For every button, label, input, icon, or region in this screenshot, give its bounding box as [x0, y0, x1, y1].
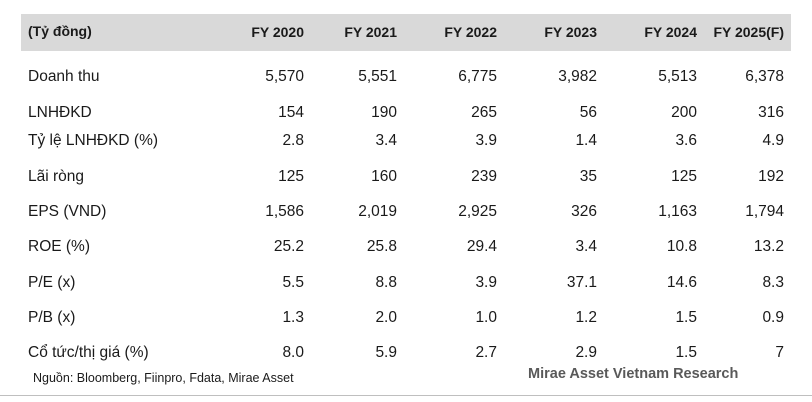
- row-label: ROE (%): [28, 238, 90, 255]
- table-cell: 10.8: [666, 238, 697, 255]
- table-cell: 3.9: [475, 132, 497, 149]
- table-cell: 154: [278, 104, 304, 121]
- table-cell: 2.8: [282, 132, 304, 149]
- table-header-band: [21, 14, 791, 51]
- table-cell: 1.5: [675, 344, 697, 361]
- table-cell: 25.8: [366, 238, 397, 255]
- table-cell: 1,794: [745, 203, 784, 220]
- header-col-fy2024: FY 2024: [644, 24, 697, 40]
- table-cell: 7: [775, 344, 784, 361]
- table-cell: 3.6: [675, 132, 697, 149]
- table-cell: 5,513: [658, 68, 697, 85]
- bottom-divider: [0, 395, 812, 396]
- table-cell: 3.4: [375, 132, 397, 149]
- table-cell: 8.3: [762, 274, 784, 291]
- row-label: LNHĐKD: [28, 104, 92, 121]
- table-cell: 13.2: [753, 238, 784, 255]
- research-brand-label: Mirae Asset Vietnam Research: [528, 366, 739, 382]
- table-row-lai-rong: Lãi ròng 125 160 239 35 125 192: [0, 160, 812, 194]
- table-cell: 1.2: [575, 309, 597, 326]
- row-label: Cổ tức/thị giá (%): [28, 344, 149, 361]
- table-cell: 5,551: [358, 68, 397, 85]
- header-col-fy2020: FY 2020: [251, 24, 304, 40]
- table-cell: 35: [579, 168, 597, 185]
- table-cell: 37.1: [566, 274, 597, 291]
- table-cell: 8.0: [282, 344, 304, 361]
- table-cell: 6,775: [458, 68, 497, 85]
- table-cell: 1.0: [475, 309, 497, 326]
- table-cell: 14.6: [666, 274, 697, 291]
- table-cell: 0.9: [762, 309, 784, 326]
- row-label: P/B (x): [28, 309, 76, 326]
- table-cell: 265: [471, 104, 497, 121]
- table-row-doanh-thu: Doanh thu 5,570 5,551 6,775 3,982 5,513 …: [0, 60, 812, 94]
- table-cell: 5.5: [282, 274, 304, 291]
- row-label: EPS (VND): [28, 203, 107, 220]
- row-label: Tỷ lệ LNHĐKD (%): [28, 132, 159, 149]
- row-label: Doanh thu: [28, 68, 100, 85]
- table-cell: 239: [471, 168, 497, 185]
- table-cell: 1.4: [575, 132, 597, 149]
- table-cell: 1,586: [265, 203, 304, 220]
- table-cell: 160: [371, 168, 397, 185]
- header-col-fy2021: FY 2021: [344, 24, 397, 40]
- table-cell: 2,019: [358, 203, 397, 220]
- table-cell: 125: [278, 168, 304, 185]
- header-col-fy2022: FY 2022: [444, 24, 497, 40]
- table-row-lnhdkd: LNHĐKD 154 190 265 56 200 316: [0, 96, 812, 130]
- table-cell: 190: [371, 104, 397, 121]
- table-row-pb: P/B (x) 1.3 2.0 1.0 1.2 1.5 0.9: [0, 301, 812, 335]
- table-row-ty-le-lnhdkd: Tỷ lệ LNHĐKD (%) 2.8 3.4 3.9 1.4 3.6 4.9: [0, 124, 812, 158]
- table-cell: 2.9: [575, 344, 597, 361]
- table-cell: 6,378: [745, 68, 784, 85]
- table-cell: 2.7: [475, 344, 497, 361]
- table-row-roe: ROE (%) 25.2 25.8 29.4 3.4 10.8 13.2: [0, 230, 812, 264]
- table-cell: 29.4: [466, 238, 497, 255]
- table-cell: 2.0: [375, 309, 397, 326]
- table-cell: 1.5: [675, 309, 697, 326]
- table-cell: 25.2: [273, 238, 304, 255]
- table-cell: 3.4: [575, 238, 597, 255]
- table-cell: 8.8: [375, 274, 397, 291]
- table-cell: 316: [758, 104, 784, 121]
- table-cell: 192: [758, 168, 784, 185]
- table-row-pe: P/E (x) 5.5 8.8 3.9 37.1 14.6 8.3: [0, 266, 812, 300]
- header-col-fy2023: FY 2023: [544, 24, 597, 40]
- row-label: P/E (x): [28, 274, 76, 291]
- table-cell: 4.9: [762, 132, 784, 149]
- row-label: Lãi ròng: [28, 168, 85, 185]
- source-note: Nguồn: Bloomberg, Fiinpro, Fdata, Mirae …: [33, 371, 294, 385]
- header-unit-label: (Tỷ đồng): [28, 23, 92, 39]
- table-cell: 326: [571, 203, 597, 220]
- table-cell: 200: [671, 104, 697, 121]
- table-row-co-tuc-thi-gia: Cổ tức/thị giá (%) 8.0 5.9 2.7 2.9 1.5 7: [0, 336, 812, 370]
- table-cell: 1,163: [658, 203, 697, 220]
- table-cell: 125: [671, 168, 697, 185]
- table-cell: 3.9: [475, 274, 497, 291]
- table-cell: 1.3: [282, 309, 304, 326]
- table-row-eps: EPS (VND) 1,586 2,019 2,925 326 1,163 1,…: [0, 195, 812, 229]
- table-cell: 5,570: [265, 68, 304, 85]
- table-cell: 5.9: [375, 344, 397, 361]
- header-col-fy2025f: FY 2025(F): [713, 24, 784, 40]
- table-cell: 56: [579, 104, 597, 121]
- table-cell: 2,925: [458, 203, 497, 220]
- table-cell: 3,982: [558, 68, 597, 85]
